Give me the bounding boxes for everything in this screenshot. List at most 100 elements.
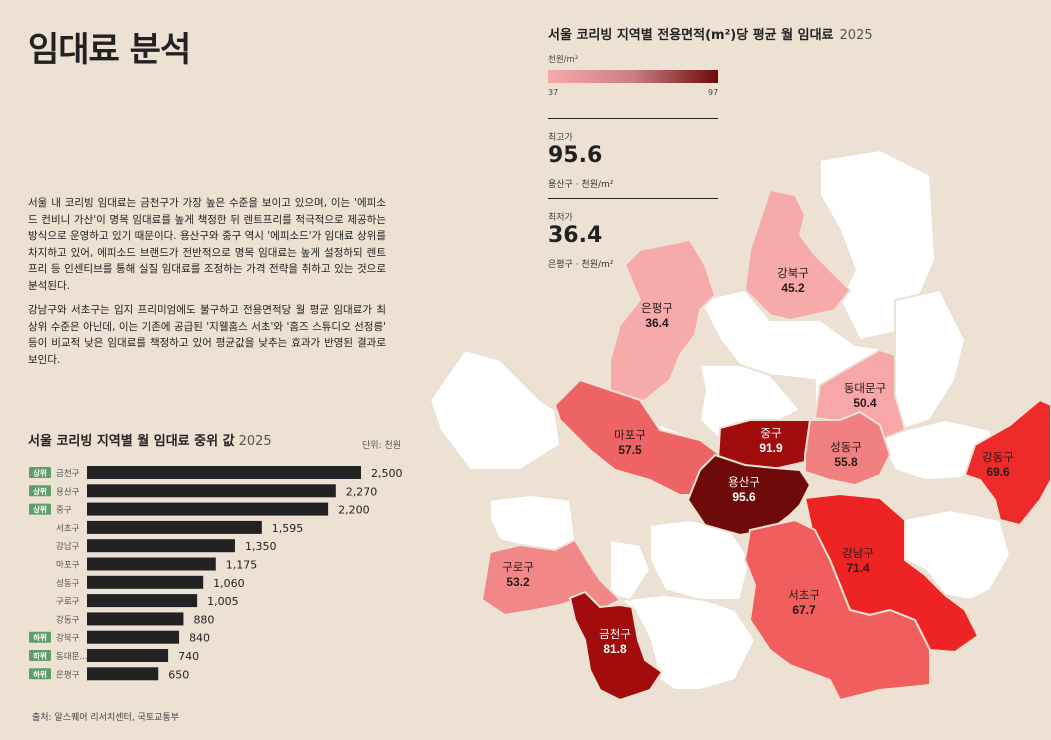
- bar-value-label: 840: [189, 632, 210, 645]
- rank-badge-label: 상위: [33, 504, 47, 514]
- region-name-label: 용산구: [728, 476, 760, 489]
- description: 서울 내 코리빙 임대료는 금천구가 가장 높은 수준을 보이고 있으며, 이는…: [28, 195, 386, 376]
- region-seongdong[interactable]: [804, 410, 892, 487]
- bar-value-label: 740: [178, 650, 199, 663]
- region-value-label: 53.2: [506, 575, 530, 589]
- rank-badge-label: 상위: [33, 468, 47, 478]
- bar: [87, 612, 184, 626]
- rank-badge: [29, 467, 51, 478]
- bar: [87, 520, 262, 534]
- region-value-label: 91.9: [759, 441, 783, 455]
- rank-badge: [29, 503, 51, 515]
- max-value: 95.6: [548, 143, 603, 168]
- color-legend-bar: [548, 70, 718, 83]
- bar-value-label: 880: [193, 613, 214, 626]
- bar-chart-year: 2025: [238, 434, 272, 449]
- region-name-label: 성동구: [830, 441, 862, 454]
- bar-category-label: 은평구: [56, 669, 80, 680]
- rank-badge-label: 하위: [33, 669, 47, 679]
- bar-chart-unit: 단위: 천원: [362, 441, 402, 451]
- region-value-label: 81.8: [603, 642, 627, 656]
- bar: [87, 630, 180, 644]
- bar-chart-title: 서울 코리빙 지역별 월 임대료 중위 값 2025: [28, 430, 272, 449]
- region-name-label: 마포구: [614, 429, 646, 442]
- rank-badge-label: 하위: [33, 632, 47, 642]
- rank-badge: [29, 485, 51, 497]
- description-paragraph-2: 강남구와 서초구는 입지 프리미엄에도 불구하고 전용면적당 월 평균 임대료가…: [28, 304, 386, 366]
- bar: [87, 466, 361, 479]
- bar-category-label: 중구: [56, 506, 72, 516]
- divider: [548, 118, 718, 119]
- region-name-label: 서초구: [788, 589, 820, 602]
- rank-badge: [29, 631, 51, 643]
- rank-badge-label: 상위: [33, 486, 47, 496]
- bar-category-label: 용산구: [56, 486, 80, 497]
- bar-value-label: 1,060: [213, 577, 245, 590]
- map-title: 서울 코리빙 지역별 전용면적(m²)당 평균 월 임대료 2025: [548, 24, 873, 43]
- bar-category-label: 강북구: [56, 633, 80, 644]
- bar-category-label: 서초구: [56, 524, 80, 534]
- region-value-label: 55.8: [834, 455, 858, 469]
- region-value-label: 36.4: [645, 316, 669, 330]
- bar-value-label: 2,270: [346, 485, 378, 498]
- legend-max: 97: [708, 88, 719, 97]
- min-value: 36.4: [548, 223, 603, 248]
- bar-value-label: 1,005: [207, 595, 239, 608]
- bar-category-label: 동대문...: [56, 652, 88, 662]
- map-year: 2025: [839, 28, 873, 43]
- bar-category-label: 강남구: [56, 541, 80, 552]
- region-geumcheon[interactable]: [568, 590, 664, 702]
- region-eunpyeong[interactable]: [609, 238, 717, 412]
- bar-category-label: 금천구: [56, 468, 80, 479]
- region-value-label: 50.4: [853, 396, 877, 410]
- bar-value-label: 2,200: [338, 504, 370, 517]
- region-name-label: 강북구: [777, 267, 809, 280]
- bar: [87, 649, 169, 662]
- data-districts: [480, 188, 1051, 702]
- bar-category-label: 강동구: [56, 614, 80, 625]
- bar-category-label: 성동구: [56, 579, 80, 589]
- legend-unit: 천원/m²: [548, 55, 579, 65]
- bar-value-label: 650: [168, 668, 189, 681]
- bar: [87, 594, 198, 608]
- region-value-label: 95.6: [732, 490, 756, 504]
- region-gangbuk[interactable]: [743, 188, 852, 322]
- bar: [87, 502, 329, 516]
- bar-value-label: 2,500: [371, 467, 403, 480]
- bar-value-label: 1,595: [272, 522, 304, 535]
- region-value-label: 67.7: [792, 603, 816, 617]
- rank-badge: [29, 650, 51, 661]
- region-name-label: 강남구: [842, 547, 874, 560]
- region-name-label: 구로구: [502, 562, 534, 574]
- bar: [87, 557, 216, 571]
- divider: [548, 198, 718, 199]
- bar-chart-title-text: 서울 코리빙 지역별 월 임대료 중위 값: [28, 434, 235, 449]
- region-value-label: 45.2: [781, 281, 805, 295]
- source-note: 출처: 알스퀘어 리서치센터, 국토교통부: [32, 713, 179, 723]
- region-name-label: 강동구: [982, 451, 1014, 464]
- region-value-label: 69.6: [986, 465, 1010, 479]
- region-guro[interactable]: [480, 538, 622, 617]
- bar-value-label: 1,350: [245, 540, 277, 553]
- region-value-label: 57.5: [618, 443, 642, 457]
- region-yongsan[interactable]: [686, 453, 812, 537]
- rank-badge-label: 하위: [33, 651, 47, 661]
- region-gangdong[interactable]: [963, 398, 1051, 527]
- max-sub: 용산구 · 천원/m²: [548, 180, 614, 190]
- han-river: [470, 470, 1050, 543]
- bar-value-label: 1,175: [226, 559, 258, 572]
- map-title-text: 서울 코리빙 지역별 전용면적(m²)당 평균 월 임대료: [548, 28, 834, 43]
- bar: [87, 539, 235, 553]
- max-label: 최고가: [548, 133, 573, 143]
- page-title: 임대료 분석: [28, 30, 191, 70]
- min-sub: 은평구 · 천원/m²: [548, 260, 614, 270]
- region-name-label: 중구: [760, 428, 781, 440]
- region-name-label: 은평구: [641, 302, 673, 315]
- region-seocho[interactable]: [743, 518, 931, 702]
- min-label: 최저가: [548, 213, 573, 223]
- legend-min: 37: [548, 88, 559, 97]
- region-value-label: 71.4: [846, 561, 870, 575]
- rank-badge: [29, 668, 51, 680]
